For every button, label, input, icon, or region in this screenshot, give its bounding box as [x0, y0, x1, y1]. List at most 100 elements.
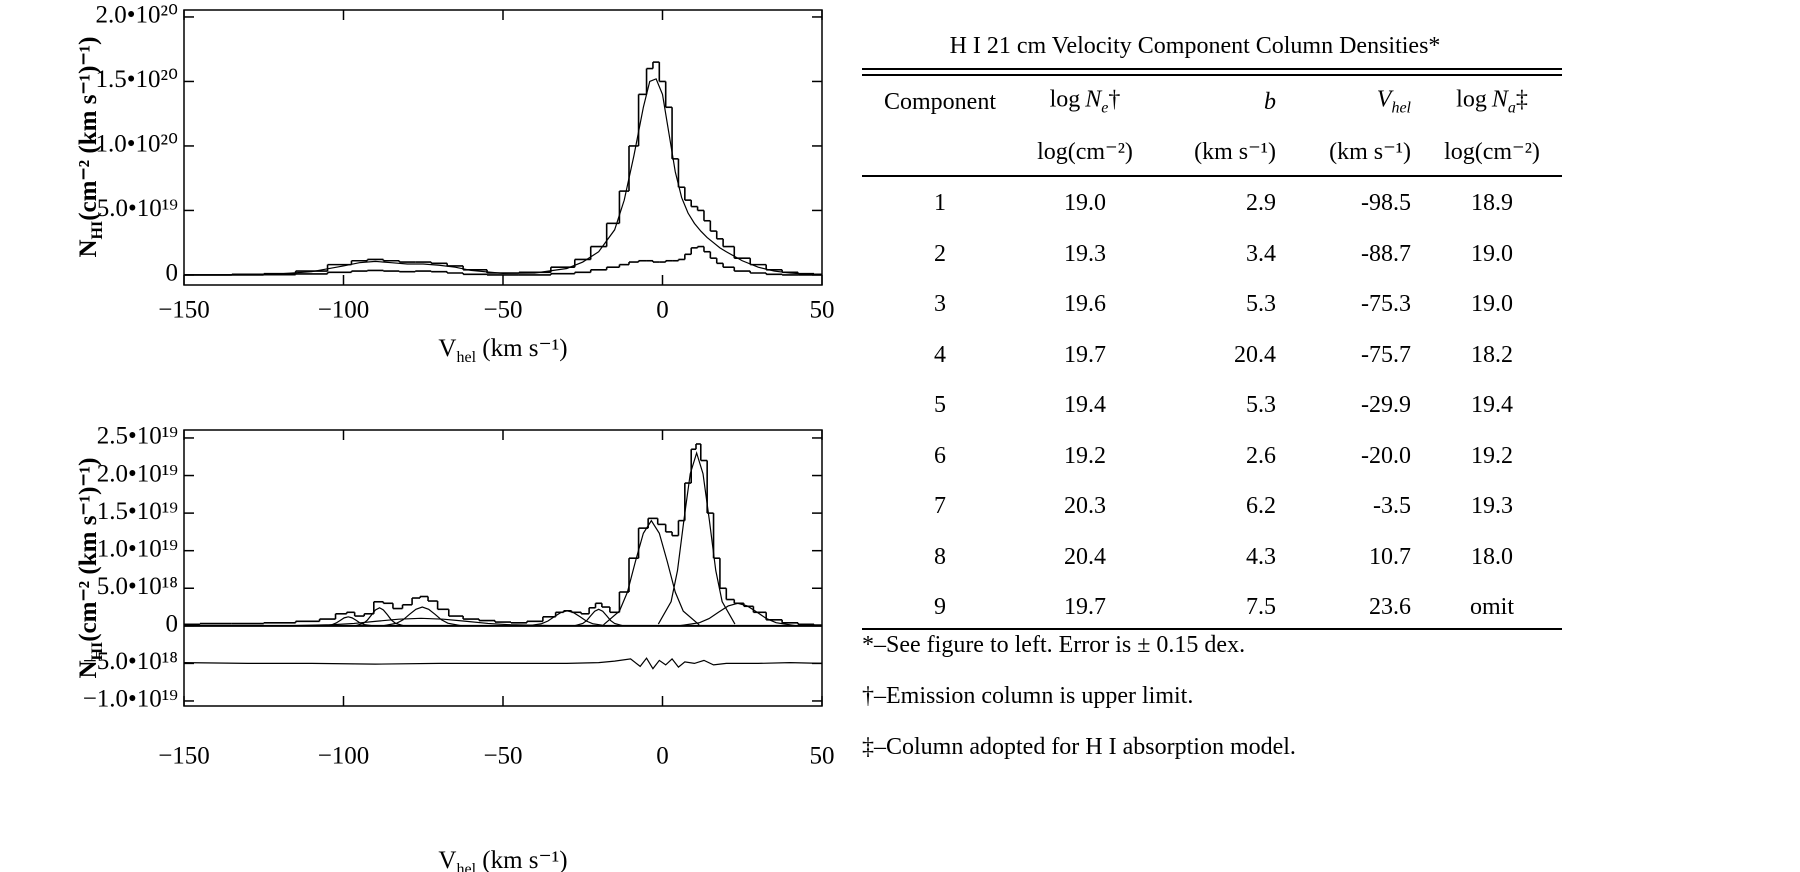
y-tick-label: 5.0•10¹⁹	[97, 195, 178, 222]
table-cell: -29.9	[1361, 392, 1411, 418]
table-cell: -20.0	[1361, 442, 1411, 469]
unit-cell: log(cm⁻²)	[1037, 139, 1133, 165]
table-cell: -98.5	[1361, 190, 1411, 216]
table-cell: -75.3	[1361, 291, 1411, 317]
fit-curve	[574, 608, 623, 627]
fit-curve	[383, 606, 461, 627]
unit-cell: (km s⁻¹)	[1329, 139, 1411, 165]
table-cell: -3.5	[1373, 493, 1411, 519]
x-tick-label: −50	[483, 297, 522, 324]
axis-title-part: (km s⁻¹)	[476, 847, 568, 872]
axis-title-sub: HI	[89, 221, 106, 240]
header-text: Component	[884, 89, 996, 115]
table-cell: 2	[934, 240, 946, 267]
header-var: b	[1264, 89, 1276, 115]
table-note: ‡–Column adopted for H I absorption mode…	[862, 734, 1296, 760]
header-text: log	[1049, 86, 1081, 113]
table-cell: 8	[934, 543, 946, 570]
header-sub: e	[1101, 99, 1108, 116]
table-cell: 5.3	[1246, 392, 1276, 418]
axis-title: NHI(cm⁻² (km s⁻¹)⁻¹)	[75, 37, 106, 258]
table-rule	[862, 628, 1562, 630]
fit-curve	[183, 657, 823, 670]
x-tick-label: −100	[318, 297, 370, 324]
table-cell: -88.7	[1361, 240, 1411, 267]
header-text: log	[1456, 86, 1487, 113]
table-cell: omit	[1469, 594, 1515, 620]
table-cell: 19.3	[1471, 493, 1513, 519]
header-cell: log Na‡	[1456, 88, 1528, 117]
axis-title: Vhel (km s⁻¹)	[438, 847, 567, 872]
axis-title-part: (km s⁻¹)	[476, 335, 568, 362]
table-cell: 20.3	[1064, 493, 1106, 519]
table-note: †–Emission column is upper limit.	[862, 683, 1194, 709]
table-cell: 20.4	[1234, 341, 1276, 368]
axis-title: NHI(cm⁻² (km s⁻¹)⁻¹)	[75, 458, 106, 679]
header-sub: a	[1508, 99, 1516, 116]
table-note: *–See figure to left. Error is ± 0.15 de…	[862, 632, 1246, 658]
table-cell: 19.0	[1471, 291, 1513, 317]
unit-cell: log(cm⁻²)	[1444, 139, 1540, 165]
y-tick-label: 2.5•10¹⁹	[97, 423, 178, 450]
x-tick-label: −150	[158, 297, 210, 324]
table-cell: 19.6	[1064, 291, 1106, 317]
fit-curve	[287, 617, 556, 627]
x-tick-label: 50	[810, 297, 835, 324]
axis-title-sub: hel	[456, 861, 476, 872]
axis-title-sub: hel	[456, 349, 476, 366]
x-tick-label: 50	[810, 743, 835, 770]
table-cell: 19.2	[1471, 442, 1513, 469]
table-cell: 19.2	[1064, 442, 1106, 469]
table-cell: 6.2	[1246, 493, 1276, 519]
table-rule	[862, 74, 1562, 76]
header-var: N	[1085, 86, 1102, 113]
fit-curve	[355, 607, 404, 627]
x-tick-label: −100	[318, 743, 370, 770]
table-cell: 19.0	[1471, 240, 1513, 267]
axis-title-sub: HI	[89, 642, 106, 661]
table-cell: 3	[934, 291, 946, 317]
y-tick-label: 5.0•10¹⁸	[97, 573, 178, 600]
table-title: H I 21 cm Velocity Component Column Dens…	[949, 33, 1441, 59]
header-cell: log Ne†	[1050, 88, 1121, 117]
table-cell: 18.2	[1471, 341, 1513, 368]
table-cell: 20.4	[1064, 543, 1106, 570]
table-cell: 5.3	[1246, 291, 1276, 317]
table-cell: 7.5	[1246, 594, 1276, 620]
axis-title-part: V	[438, 335, 456, 362]
fit-curve	[657, 450, 736, 625]
axis-title-part: (cm⁻² (km s⁻¹)⁻¹)	[75, 458, 102, 642]
table-cell: 5	[934, 392, 946, 418]
table-cell: 7	[934, 493, 946, 519]
header-sub-text: e	[1101, 99, 1109, 117]
y-tick-label: −5.0•10¹⁸	[83, 648, 178, 675]
y-tick-label: 1.5•10²⁰	[95, 66, 178, 93]
x-tick-label: 0	[656, 297, 669, 324]
header-sub-text: a	[1507, 99, 1516, 117]
fit-curve	[680, 602, 796, 627]
figure: −150 −100 −50 0 50 0 5.0•10¹⁹ 1.0•10²⁰ 1.5•10²⁰ 2…	[75, 2, 835, 872]
y-tick-label: 0	[166, 260, 179, 287]
table-rule	[862, 68, 1562, 70]
table-cell: 19.4	[1064, 392, 1106, 418]
axis-title: Vhel (km s⁻¹)	[438, 335, 567, 366]
table-cell: 23.6	[1369, 594, 1411, 620]
header-sub: hel	[1391, 99, 1411, 116]
table-cell: 3.4	[1246, 240, 1276, 267]
unit-cell: (km s⁻¹)	[1194, 139, 1276, 165]
table-cell: 1	[934, 190, 946, 216]
axis-title-part: N	[75, 239, 102, 257]
header-text: ‡	[1515, 86, 1528, 113]
table-cell: 19.3	[1064, 240, 1106, 267]
table-cell: -75.7	[1361, 341, 1411, 368]
y-tick-label: −1.0•10¹⁹	[83, 686, 178, 713]
y-tick-label: 2.0•10²⁰	[95, 2, 178, 29]
table-rule	[862, 175, 1562, 177]
header-cell: Component	[884, 90, 996, 114]
header-var: V	[1376, 86, 1392, 113]
y-tick-label: 1.0•10²⁰	[95, 131, 178, 158]
table-cell: 19.7	[1064, 594, 1106, 620]
fit-curve	[184, 78, 823, 276]
